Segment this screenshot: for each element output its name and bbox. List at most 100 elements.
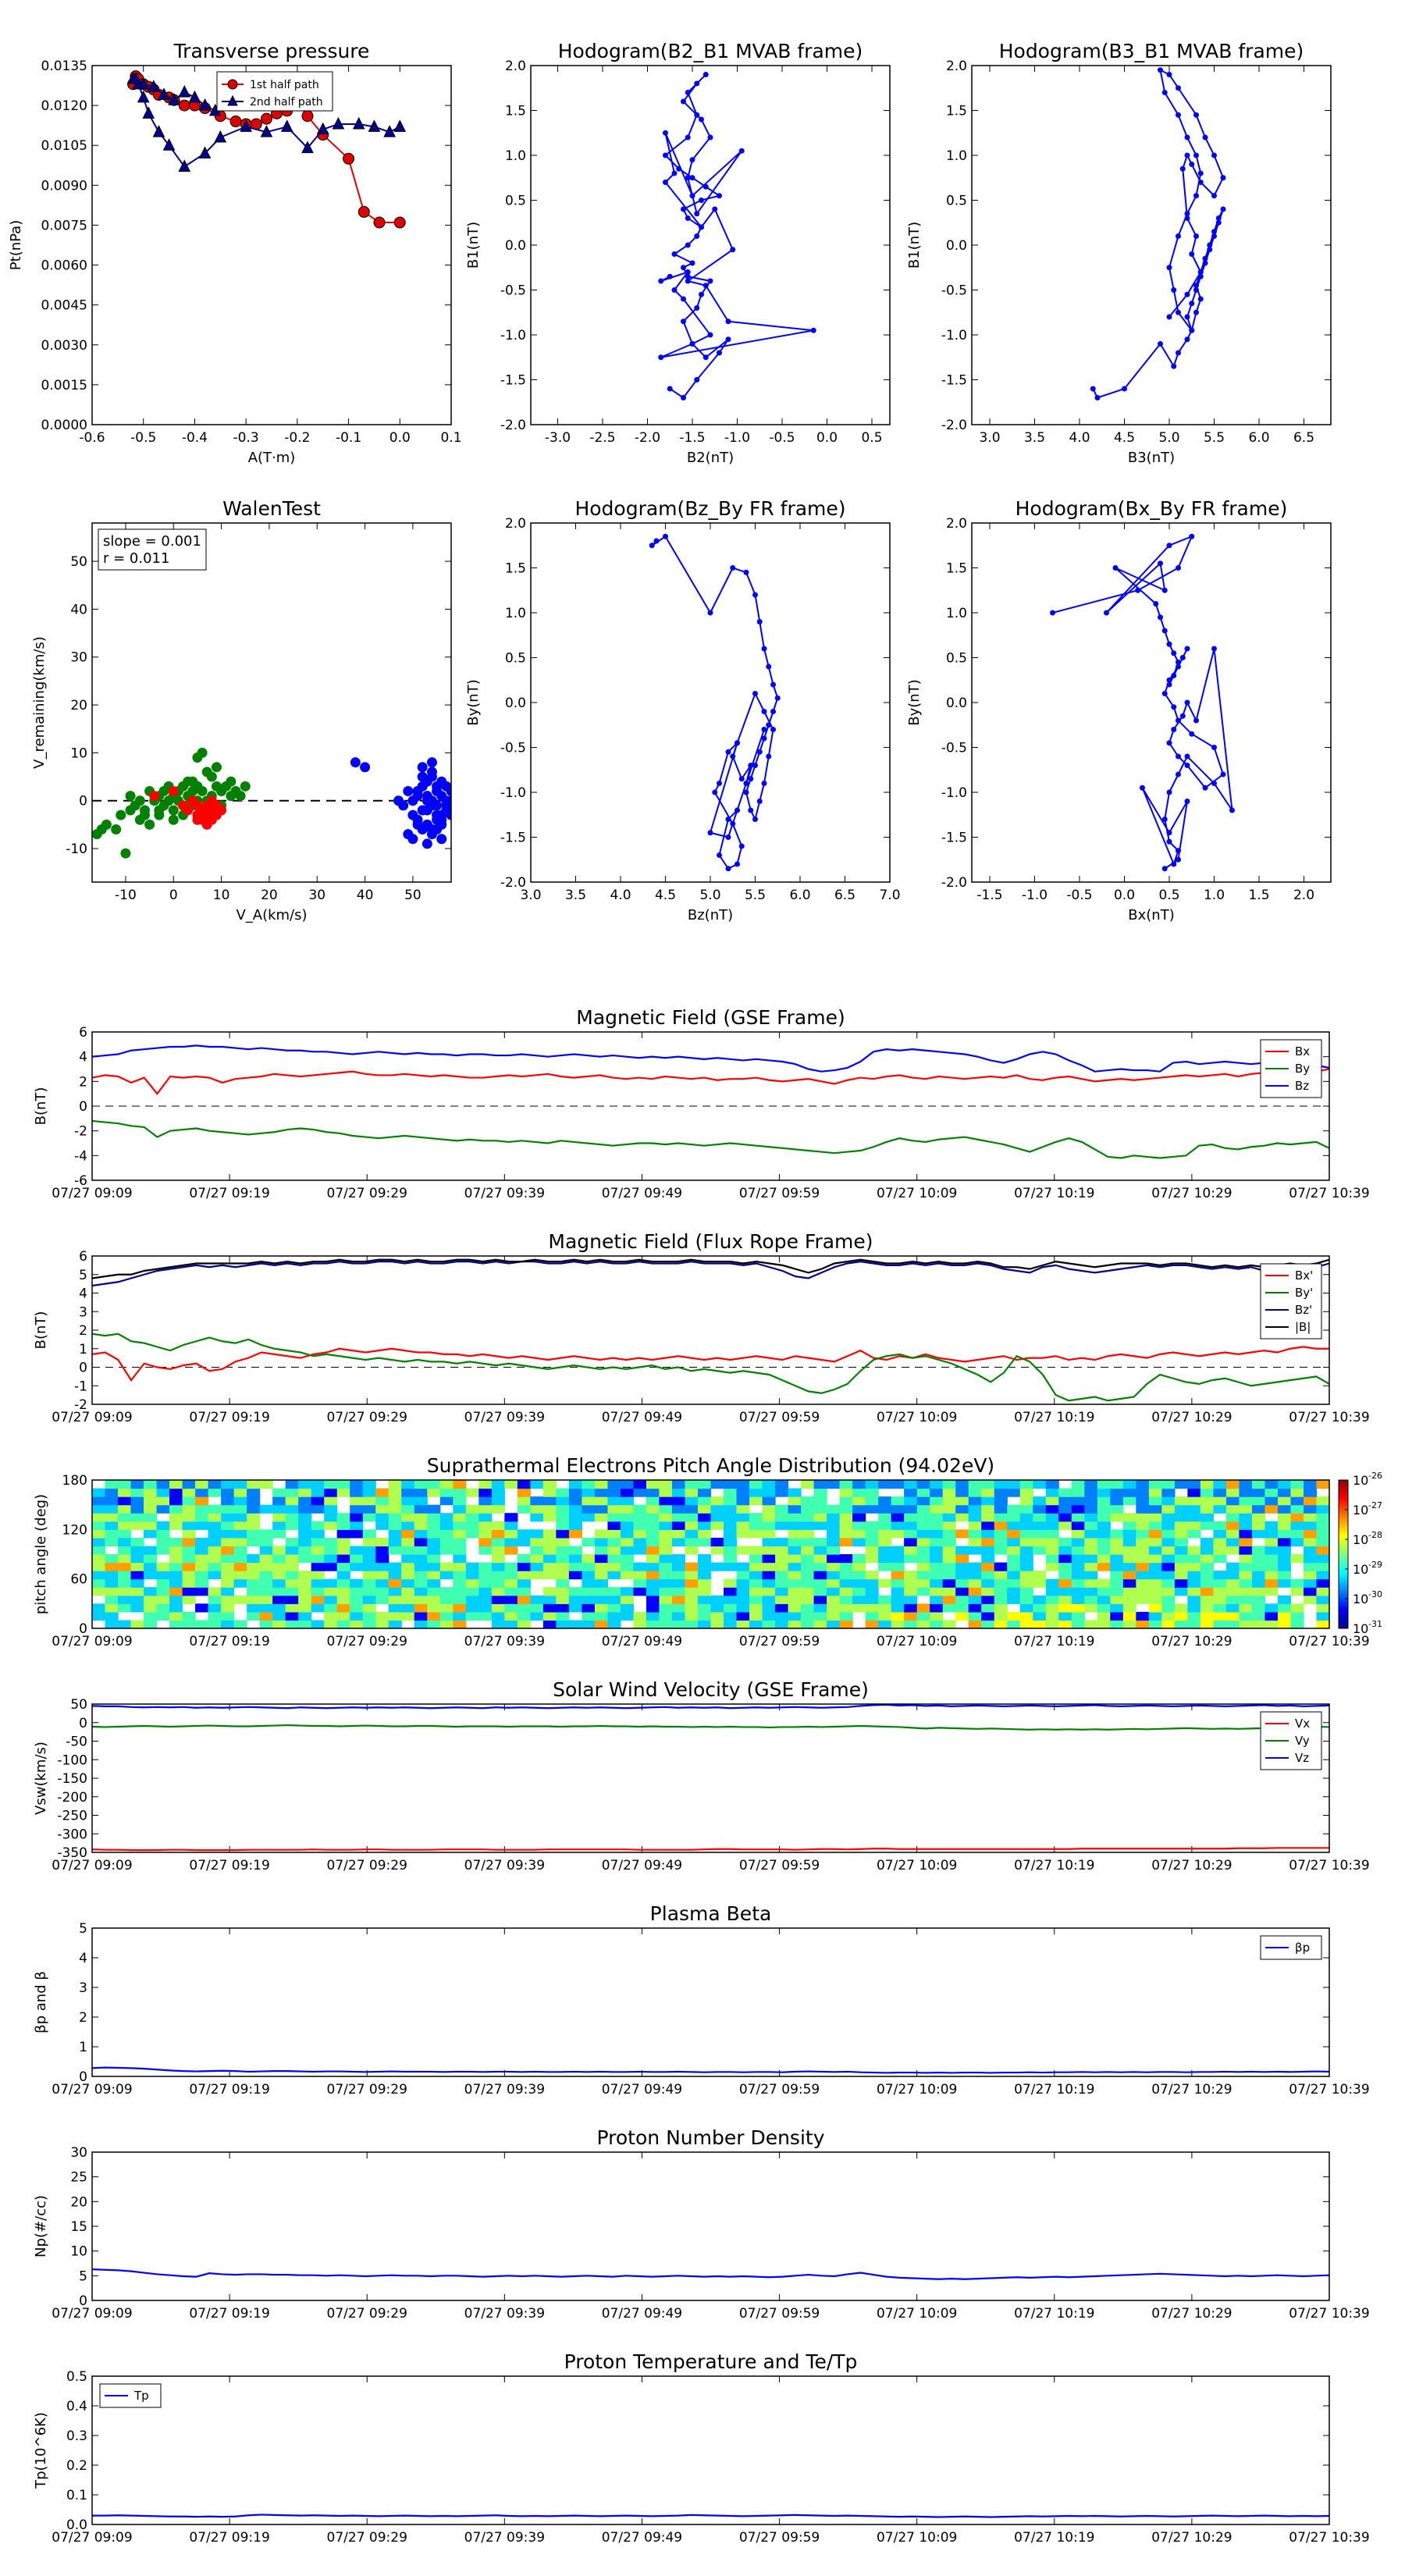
heat-cell [813, 1496, 827, 1506]
colorbar-tick-exp: -29 [1368, 1560, 1382, 1570]
heat-cell [994, 1504, 1008, 1514]
data-point [694, 80, 700, 87]
data-point [738, 843, 745, 849]
heat-cell [92, 1578, 106, 1588]
heat-cell [1084, 1546, 1098, 1555]
heat-cell [762, 1496, 776, 1506]
heat-cell [298, 1611, 312, 1621]
heat-cell [517, 1504, 531, 1514]
heat-cell [801, 1521, 815, 1530]
heat-cell [144, 1546, 158, 1555]
heat-cell [1213, 1529, 1227, 1539]
heat-cell [182, 1595, 196, 1604]
heat-cell [775, 1546, 789, 1555]
y-axis-label: By(nT) [906, 679, 923, 725]
data-point [343, 152, 355, 165]
heat-cell [1316, 1521, 1329, 1530]
heat-cell [685, 1480, 699, 1489]
heat-cell [594, 1554, 609, 1564]
heat-cell [710, 1546, 724, 1555]
heat-cell [568, 1620, 582, 1628]
heat-cell [1148, 1496, 1162, 1506]
heat-cell [414, 1562, 428, 1571]
heat-cell [517, 1571, 531, 1580]
heat-cell [1264, 1620, 1279, 1628]
heat-cell [697, 1562, 712, 1571]
heat-cell [478, 1480, 493, 1489]
heat-cell [517, 1603, 531, 1613]
heat-cell [659, 1571, 673, 1580]
x-tick-label: -1.5 [976, 888, 1002, 903]
data-point [403, 785, 414, 796]
heat-cell [298, 1537, 312, 1547]
data-point [717, 852, 722, 858]
heat-cell [118, 1513, 132, 1522]
heat-cell [891, 1521, 905, 1530]
heat-cell [1161, 1504, 1176, 1514]
heat-cell [942, 1603, 956, 1613]
heat-cell [272, 1595, 286, 1604]
heat-cell [659, 1496, 673, 1506]
heat-cell [981, 1554, 995, 1564]
heat-cell [169, 1587, 183, 1596]
heat-cell [169, 1521, 183, 1530]
y-tick-label: 0.5 [66, 2369, 87, 2385]
data-point [125, 791, 136, 802]
heat-cell [582, 1488, 596, 1497]
heat-cell [659, 1611, 673, 1621]
heat-cell [1033, 1603, 1047, 1613]
heat-cell [827, 1562, 841, 1571]
heat-cell [414, 1513, 428, 1522]
colorbar-tick-label: 10 [1353, 1532, 1368, 1547]
heat-cell [1071, 1595, 1085, 1604]
plot-frame [91, 1031, 1330, 1181]
plot-frame [91, 1255, 1330, 1405]
heat-cell [930, 1578, 944, 1588]
heat-cell [1071, 1603, 1085, 1613]
heat-cell [453, 1595, 467, 1604]
heat-cell [427, 1587, 441, 1596]
heat-cell [504, 1620, 518, 1628]
heat-cell [1290, 1513, 1304, 1522]
heat-cell [1290, 1480, 1304, 1489]
heat-cell [1110, 1595, 1124, 1604]
heat-cell [350, 1504, 364, 1514]
heat-cell [685, 1529, 699, 1539]
heat-cell [762, 1587, 776, 1596]
heat-cell [1251, 1488, 1266, 1497]
heat-cell [208, 1562, 222, 1571]
data-point [422, 838, 432, 849]
data-point [681, 296, 686, 302]
heat-cell [724, 1587, 738, 1596]
data-point [1215, 215, 1222, 221]
heat-cell [233, 1554, 247, 1564]
x-tick-label: -0.5 [769, 430, 795, 446]
heat-cell [1161, 1521, 1176, 1530]
heat-cell [1251, 1496, 1266, 1506]
heat-cell [182, 1537, 196, 1547]
heat-cell [916, 1504, 930, 1514]
heat-cell [1277, 1488, 1292, 1497]
heat-cell [169, 1537, 183, 1547]
heat-cell [1200, 1578, 1215, 1588]
heat-cell [504, 1578, 518, 1588]
heat-cell [156, 1587, 170, 1596]
heat-cell [1007, 1595, 1021, 1604]
x-tick-label: -0.4 [182, 430, 208, 446]
y-tick-label: 3 [79, 1304, 87, 1320]
data-point [393, 216, 406, 229]
heat-cell [1058, 1488, 1072, 1497]
heat-cell [1303, 1595, 1318, 1604]
x-axis-label: A(T·m) [248, 450, 296, 466]
x-tick-label: 07/27 09:19 [189, 1634, 269, 1649]
heat-cell [311, 1595, 325, 1604]
heat-cell [620, 1521, 635, 1530]
heat-cell [259, 1620, 273, 1628]
heat-cell [504, 1546, 518, 1555]
heat-cell [478, 1496, 493, 1506]
heat-cell [530, 1537, 544, 1547]
data-point [1166, 265, 1172, 271]
panel-title: Magnetic Field (Flux Rope Frame) [548, 1230, 873, 1253]
heat-cell [775, 1480, 789, 1489]
heat-cell [775, 1504, 789, 1514]
